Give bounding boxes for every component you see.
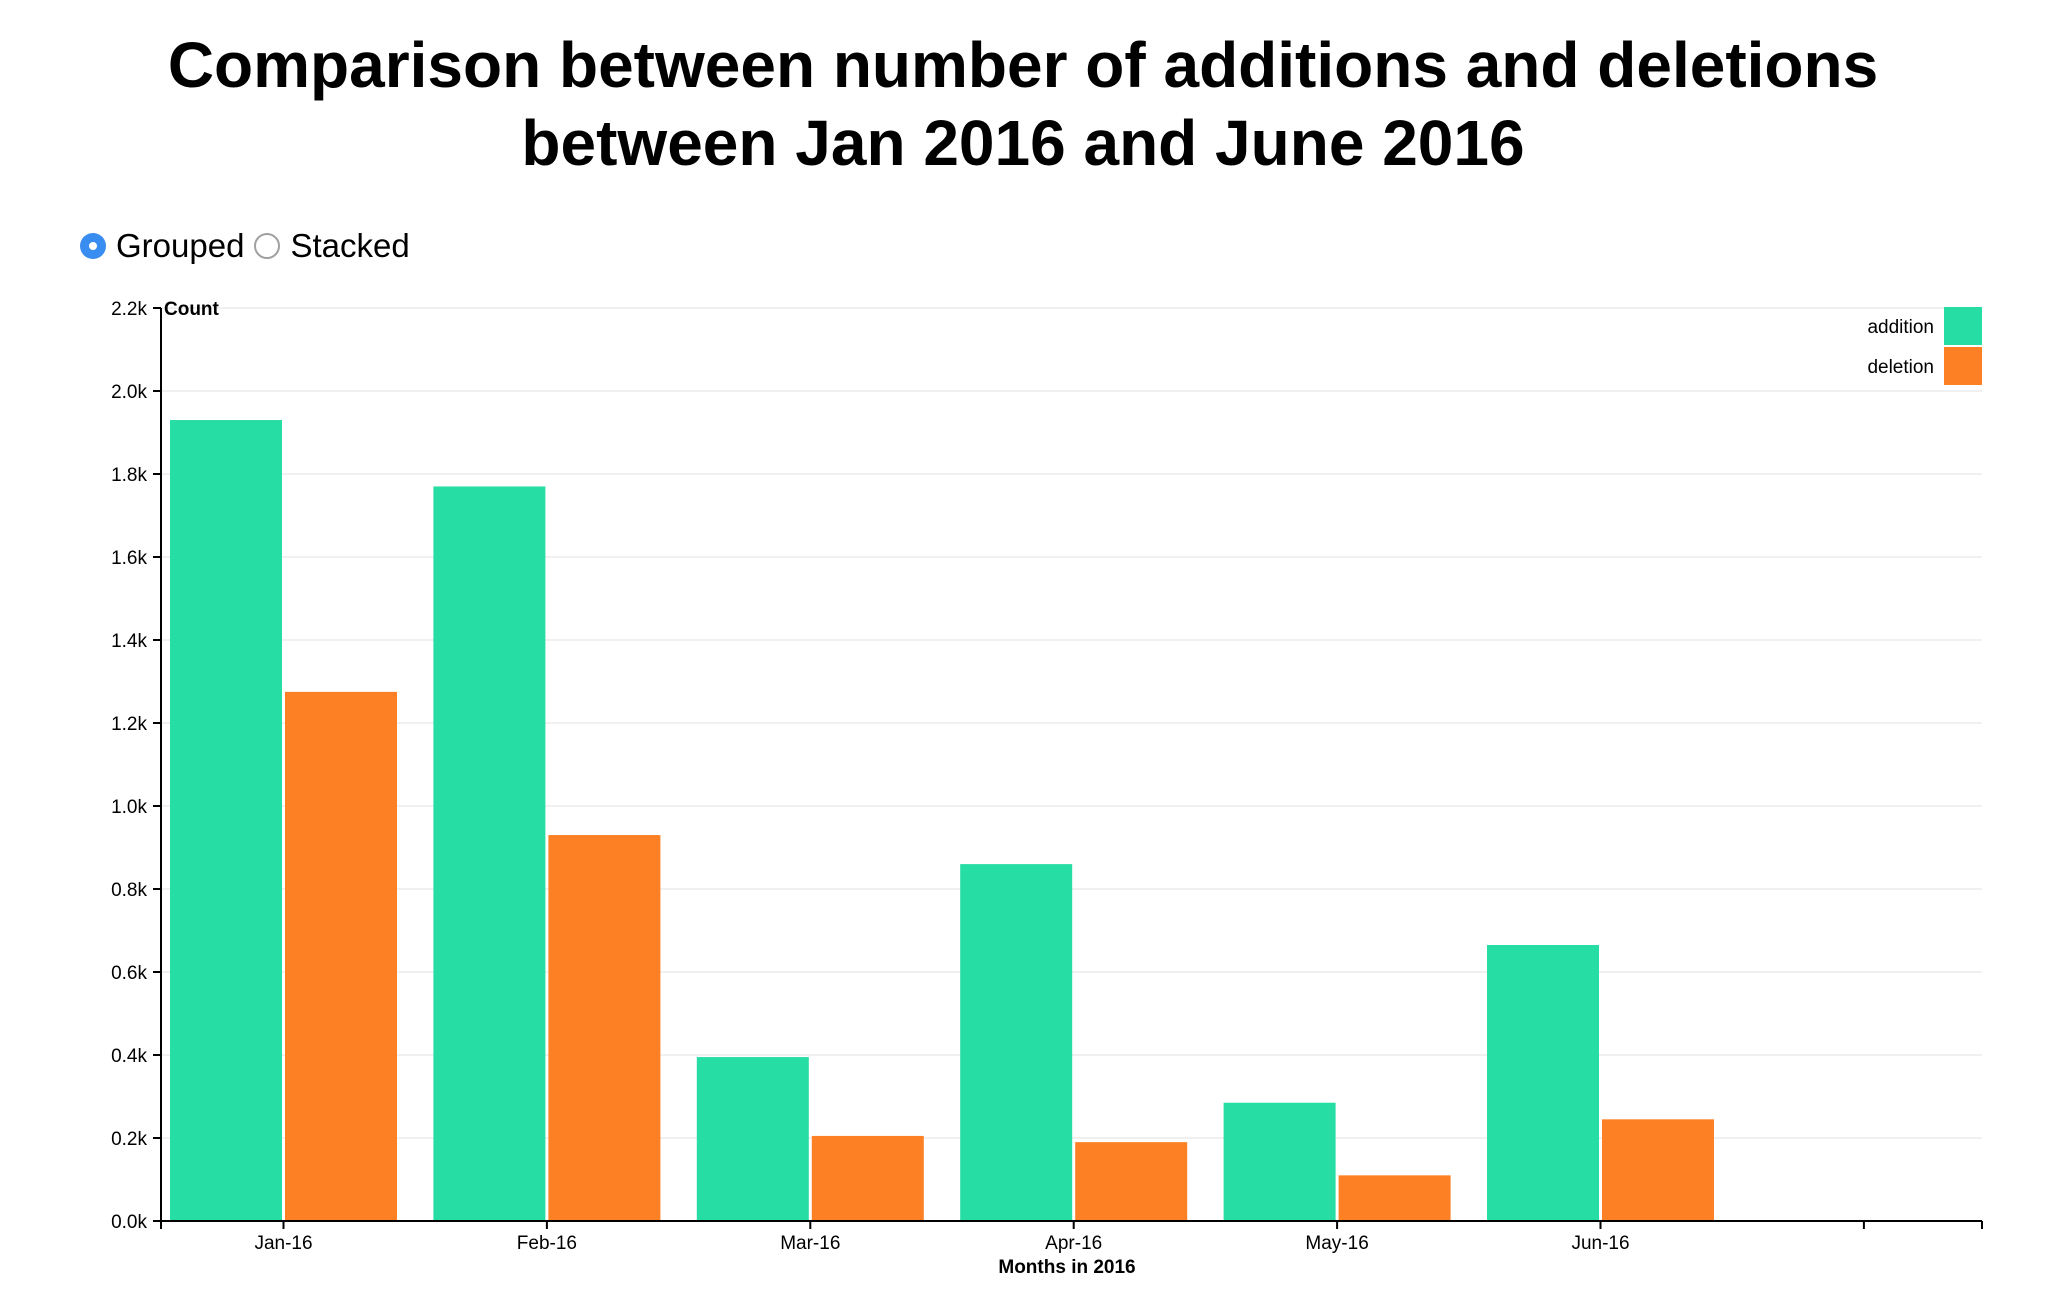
y-axis-label: Count (164, 299, 220, 320)
y-tick-label: 2.0k (111, 382, 147, 403)
y-axis: 0.0k 0.2k 0.4k 0.6k 0.8k 1.0k 1.2k 1.4k 1.6k 1.8k… (111, 299, 162, 1233)
bar-addition-jun-16 (1487, 945, 1599, 1221)
stacked-radio-label: Stacked (290, 227, 410, 264)
stacked-radio-button[interactable] (254, 233, 281, 259)
y-tick-label: 0.6k (111, 963, 147, 984)
axes: 0.0k 0.2k 0.4k 0.6k 0.8k 1.0k 1.2k 1.4k 1.6k 1.8k… (111, 299, 1983, 1278)
bar-addition-jan-16 (170, 420, 282, 1221)
x-axis-label: Months in 2016 (998, 1257, 1135, 1278)
y-tick-label: 0.2k (111, 1129, 147, 1150)
stacked-radio-option[interactable]: Stacked (254, 227, 410, 265)
bars (170, 420, 1714, 1221)
x-tick-label: Mar-16 (780, 1233, 840, 1254)
legend-label-deletion: deletion (1867, 357, 1934, 378)
y-tick-label: 1.8k (111, 465, 147, 486)
x-axis: Jan-16 Feb-16 Mar-16 Apr-16 May-16 Jun-16 (161, 1220, 1983, 1254)
grouped-radio-option[interactable]: Grouped (80, 227, 244, 265)
grouped-radio-button[interactable] (80, 233, 106, 259)
y-tick-label: 0.0k (111, 1212, 147, 1233)
x-tick-label: Jan-16 (254, 1233, 312, 1254)
y-tick-label: 2.2k (111, 299, 147, 320)
y-tick-label: 1.2k (111, 714, 147, 735)
bar-deletion-jun-16 (1602, 1119, 1714, 1221)
bar-addition-apr-16 (960, 864, 1073, 1221)
chart-mode-radio-group: Grouped Stacked (80, 224, 420, 268)
legend-swatch-deletion (1944, 347, 1982, 385)
legend-label-addition: addition (1867, 317, 1934, 338)
chart-title-line-1: Comparison between number of additions a… (167, 29, 1879, 101)
x-tick-label: May-16 (1305, 1233, 1368, 1254)
legend-swatch-addition (1944, 307, 1982, 345)
bar-deletion-jan-16 (285, 691, 397, 1221)
bar-deletion-mar-16 (811, 1135, 924, 1221)
bar-addition-mar-16 (696, 1057, 809, 1221)
y-tick-label: 0.4k (111, 1046, 147, 1067)
x-tick-label: Feb-16 (517, 1233, 577, 1254)
y-tick-label: 1.6k (111, 548, 147, 569)
bar-deletion-may-16 (1338, 1175, 1451, 1221)
x-tick-label: Jun-16 (1571, 1233, 1629, 1254)
y-tick-label: 1.4k (111, 631, 147, 652)
bar-deletion-feb-16 (548, 835, 661, 1221)
x-tick-label: Apr-16 (1045, 1233, 1102, 1254)
chart-title: Comparison between number of additions a… (0, 26, 2046, 182)
bar-addition-may-16 (1223, 1102, 1336, 1221)
y-tick-label: 0.8k (111, 880, 147, 901)
chart-title-line-2: between Jan 2016 and June 2016 (521, 107, 1525, 179)
grouped-radio-label: Grouped (116, 227, 245, 264)
legend: addition deletion (1867, 307, 1982, 385)
bar-addition-feb-16 (433, 486, 546, 1221)
bar-deletion-apr-16 (1075, 1142, 1188, 1221)
y-tick-label: 1.0k (111, 797, 147, 818)
